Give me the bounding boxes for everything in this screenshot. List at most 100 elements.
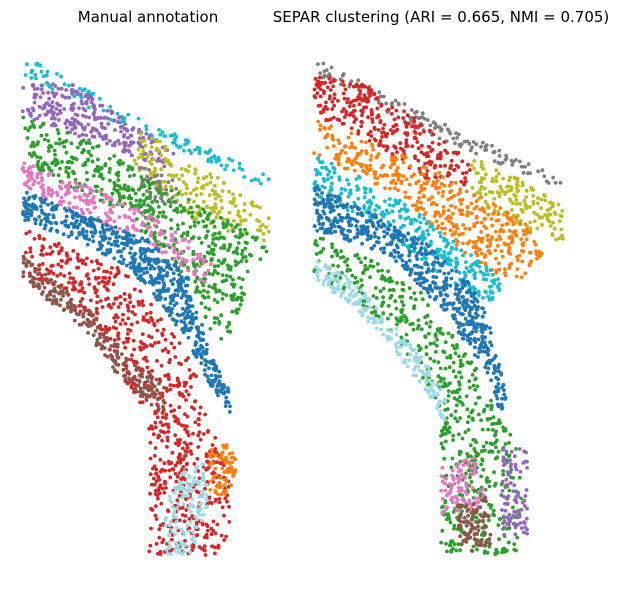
spot: [69, 232, 74, 237]
spot: [226, 228, 231, 233]
spot: [520, 180, 525, 185]
spot: [136, 116, 141, 121]
spot: [191, 188, 196, 193]
spot: [181, 257, 186, 262]
spot: [167, 523, 172, 528]
spot: [125, 188, 130, 193]
spot: [316, 119, 321, 124]
spot: [384, 101, 389, 106]
spot: [181, 529, 186, 534]
spot: [438, 234, 443, 239]
spot: [167, 494, 172, 499]
spot: [507, 228, 512, 233]
spot: [203, 363, 208, 367]
spot: [518, 218, 523, 223]
spot: [140, 332, 145, 337]
spot: [183, 470, 188, 474]
spot: [160, 130, 165, 135]
spot: [442, 250, 447, 254]
spot: [333, 229, 338, 234]
spot: [27, 229, 32, 234]
spot: [422, 152, 426, 157]
spot: [125, 238, 130, 243]
spot: [68, 257, 73, 261]
spot: [143, 254, 148, 259]
spot: [128, 240, 133, 245]
spot: [187, 517, 192, 521]
spot: [130, 187, 135, 192]
spot: [212, 264, 217, 269]
spot: [92, 104, 97, 109]
spot: [35, 155, 39, 159]
spot: [186, 200, 191, 205]
spot: [192, 224, 197, 228]
spot: [358, 92, 362, 96]
spot: [71, 249, 76, 253]
spot: [64, 88, 68, 92]
spot: [518, 201, 522, 206]
spot: [42, 162, 46, 167]
spot: [492, 364, 497, 369]
spot: [50, 201, 54, 206]
spot: [27, 151, 32, 156]
spot: [159, 228, 164, 233]
spot: [397, 102, 401, 107]
spot: [417, 166, 422, 171]
spot: [140, 257, 145, 262]
spot: [442, 236, 446, 241]
spot: [481, 140, 485, 145]
spot: [412, 116, 417, 120]
spot: [213, 474, 218, 478]
spot: [37, 167, 42, 172]
spot: [61, 294, 65, 298]
spot: [445, 242, 450, 247]
spot: [236, 307, 241, 311]
spot: [148, 225, 152, 230]
spot: [53, 157, 58, 162]
spot: [79, 184, 83, 189]
spot: [98, 246, 103, 251]
spot: [184, 508, 189, 512]
spot: [332, 96, 337, 101]
spot: [349, 141, 354, 146]
spot: [523, 271, 528, 276]
spot: [508, 218, 512, 222]
spot: [68, 298, 73, 303]
spot: [177, 483, 182, 488]
cluster-pink-band: [20, 161, 213, 284]
spot: [160, 411, 165, 415]
spot: [363, 190, 368, 195]
spot: [415, 281, 420, 286]
spot: [337, 212, 341, 217]
spot: [514, 216, 518, 220]
spot: [30, 119, 34, 124]
spot: [164, 191, 169, 196]
spot: [165, 435, 170, 440]
spot: [204, 497, 209, 502]
spot: [141, 315, 146, 319]
spot: [184, 462, 189, 467]
spot: [116, 170, 121, 175]
spot: [26, 109, 31, 113]
spot: [434, 219, 439, 224]
spot: [28, 125, 32, 130]
spot: [79, 289, 84, 293]
spot: [345, 100, 349, 105]
spot: [218, 461, 223, 466]
spot: [174, 479, 179, 484]
spot: [399, 225, 403, 230]
spot: [66, 224, 71, 229]
spot: [523, 164, 527, 169]
spot: [74, 188, 79, 193]
spot: [442, 271, 447, 276]
spot: [201, 260, 206, 265]
spot: [416, 146, 421, 151]
spot: [495, 396, 500, 401]
spot: [174, 541, 179, 545]
spot: [472, 166, 476, 171]
spot: [229, 483, 234, 488]
spot: [134, 198, 139, 203]
spot: [93, 205, 98, 210]
spot: [516, 258, 520, 263]
spot: [194, 525, 199, 529]
